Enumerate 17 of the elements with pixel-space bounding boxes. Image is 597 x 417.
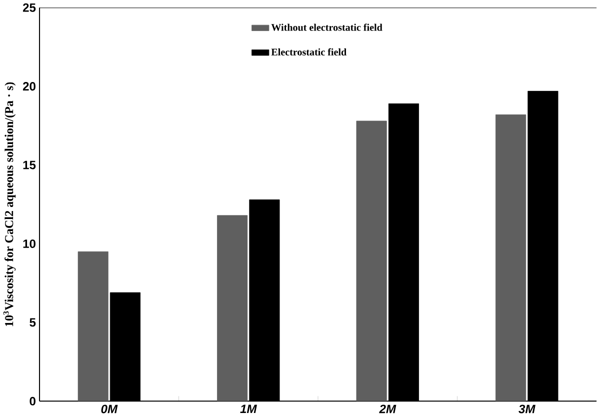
y-axis-title: 10$^{3}$Viscosity for CaCl2 aqueous solution/(Pa · s) [3,82,16,326]
y-tick-label: 25 [22,4,36,12]
x-tick-label: 1M [240,404,257,414]
bar [78,252,108,402]
bar [217,215,248,402]
y-tick-label: 15 [23,161,36,170]
legend-label: Electrostatic field [271,48,346,56]
bar [496,114,526,402]
legend-label: Without electrostatic field [271,24,382,32]
x-tick-label: 2M [379,404,396,414]
y-tick-label: 20 [22,82,36,91]
x-tick-label: 0M [101,404,118,414]
x-tick-label: 3M [518,404,536,414]
y-tick-label: 0 [30,397,36,406]
y-tick-label: 5 [30,318,36,327]
y-tick-label: 10 [23,240,36,248]
bar [356,120,387,402]
